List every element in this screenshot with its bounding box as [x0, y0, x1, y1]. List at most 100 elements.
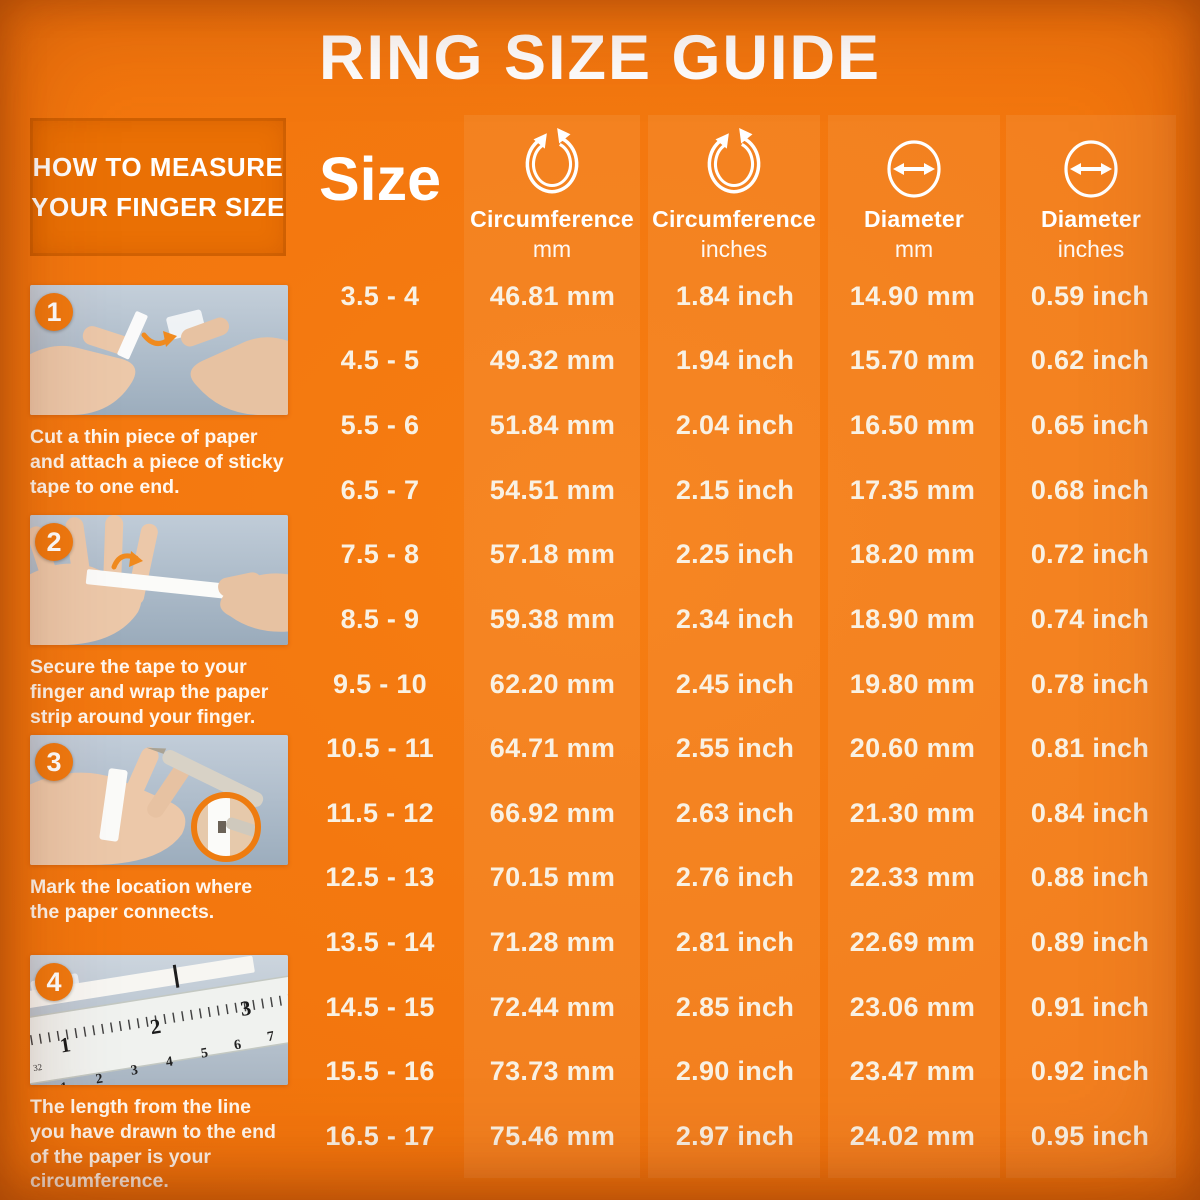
cell-circumference-inches: 2.34 inch	[675, 603, 795, 634]
column-label: Diameter	[863, 206, 965, 232]
cell-diameter-mm: 23.47 mm	[849, 1056, 976, 1087]
page-title: RING SIZE GUIDE	[318, 23, 882, 93]
cell-size: 10.5 - 11	[326, 733, 434, 764]
cell-circumference-inches: 2.04 inch	[675, 410, 795, 441]
header-diameter-inches: Diameter inches	[1006, 118, 1176, 263]
cell-size: 8.5 - 9	[340, 603, 420, 634]
cell-circumference-mm: 71.28 mm	[489, 927, 616, 958]
diameter-icon	[1006, 118, 1176, 202]
column-label: Circumference	[470, 206, 634, 232]
cell-circumference-inches: 2.25 inch	[675, 539, 795, 570]
table-row: 3.5 - 4 46.81 mm 1.84 inch 14.90 mm 0.59…	[300, 264, 1180, 329]
step-1-caption: Cut a thin piece of paper and attach a p…	[30, 426, 284, 498]
svg-text:2: 2	[148, 1014, 162, 1039]
column-unit: inches	[700, 236, 768, 262]
table-row: 10.5 - 11 64.71 mm 2.55 inch 20.60 mm 0.…	[300, 716, 1180, 781]
table-row: 9.5 - 10 62.20 mm 2.45 inch 19.80 mm 0.7…	[300, 652, 1180, 717]
cell-circumference-mm: 73.73 mm	[489, 1056, 616, 1087]
cell-diameter-mm: 22.69 mm	[849, 927, 976, 958]
cell-size: 5.5 - 6	[340, 410, 420, 441]
header-circumference-mm: Circumference mm	[464, 118, 640, 263]
table-row: 4.5 - 5 49.32 mm 1.94 inch 15.70 mm 0.62…	[300, 329, 1180, 394]
step-4-caption: The length from the line you have drawn …	[30, 1096, 276, 1193]
ring-size-table: 3.5 - 4 46.81 mm 1.84 inch 14.90 mm 0.59…	[300, 264, 1180, 1169]
table-row: 13.5 - 14 71.28 mm 2.81 inch 22.69 mm 0.…	[300, 910, 1180, 975]
step-4-photo: 4	[30, 955, 288, 1085]
svg-text:7: 7	[266, 1029, 275, 1045]
cell-circumference-inches: 2.55 inch	[675, 733, 795, 764]
cell-diameter-inches: 0.91 inch	[1030, 991, 1150, 1022]
cell-diameter-inches: 0.92 inch	[1030, 1056, 1150, 1087]
svg-text:6: 6	[233, 1037, 242, 1053]
table-row: 15.5 - 16 73.73 mm 2.90 inch 23.47 mm 0.…	[300, 1040, 1180, 1105]
how-to-measure-heading: HOW TO MEASURE YOUR FINGER SIZE	[30, 118, 286, 256]
step-1-number-badge: 1	[35, 293, 73, 331]
svg-text:1: 1	[58, 1032, 72, 1057]
cell-circumference-inches: 1.94 inch	[675, 345, 795, 376]
cell-diameter-inches: 0.59 inch	[1030, 280, 1150, 311]
table-row: 14.5 - 15 72.44 mm 2.85 inch 23.06 mm 0.…	[300, 975, 1180, 1040]
cell-diameter-mm: 18.20 mm	[849, 539, 976, 570]
circumference-icon	[648, 118, 820, 202]
cell-size: 13.5 - 14	[325, 927, 435, 958]
cell-size: 11.5 - 12	[326, 797, 434, 828]
diameter-icon	[828, 118, 1000, 202]
cell-circumference-mm: 62.20 mm	[489, 668, 616, 699]
step-4: 4	[30, 955, 288, 1194]
table-row: 12.5 - 13 70.15 mm 2.76 inch 22.33 mm 0.…	[300, 846, 1180, 911]
table-row: 8.5 - 9 59.38 mm 2.34 inch 18.90 mm 0.74…	[300, 587, 1180, 652]
cell-circumference-inches: 2.45 inch	[675, 668, 795, 699]
circumference-icon	[464, 118, 640, 202]
step-2-number-badge: 2	[35, 523, 73, 561]
cell-diameter-mm: 24.02 mm	[849, 1120, 976, 1151]
cell-circumference-mm: 54.51 mm	[489, 474, 616, 505]
cell-diameter-mm: 19.80 mm	[849, 668, 976, 699]
step-2-caption: Secure the tape to your finger and wrap …	[30, 656, 269, 728]
cell-circumference-inches: 2.63 inch	[675, 797, 795, 828]
cell-circumference-inches: 2.97 inch	[675, 1120, 795, 1151]
cell-diameter-inches: 0.74 inch	[1030, 603, 1150, 634]
heading-line-2: YOUR FINGER SIZE	[31, 191, 285, 222]
svg-text:3: 3	[130, 1063, 139, 1079]
paper-strip	[99, 768, 128, 842]
column-band-circumference-mm	[464, 115, 640, 1178]
magnifier-detail	[191, 792, 261, 862]
table-row: 5.5 - 6 51.84 mm 2.04 inch 16.50 mm 0.65…	[300, 393, 1180, 458]
cell-diameter-mm: 18.90 mm	[849, 603, 976, 634]
cell-diameter-inches: 0.78 inch	[1030, 668, 1150, 699]
svg-text:5: 5	[200, 1046, 209, 1062]
drawn-mark	[172, 964, 180, 988]
cell-circumference-mm: 57.18 mm	[489, 539, 616, 570]
cell-circumference-mm: 75.46 mm	[489, 1120, 616, 1151]
column-unit: inches	[1057, 236, 1125, 262]
cell-size: 6.5 - 7	[340, 474, 420, 505]
cell-diameter-inches: 0.72 inch	[1030, 539, 1150, 570]
cell-circumference-mm: 72.44 mm	[489, 991, 616, 1022]
svg-text:3: 3	[239, 996, 253, 1021]
paper-strip	[117, 311, 148, 360]
table-row: 16.5 - 17 75.46 mm 2.97 inch 24.02 mm 0.…	[300, 1104, 1180, 1169]
cell-size: 9.5 - 10	[333, 668, 427, 699]
paper-strip	[85, 569, 239, 600]
step-3-number-badge: 3	[35, 743, 73, 781]
cell-diameter-mm: 15.70 mm	[849, 345, 976, 376]
column-band-circumference-inches	[648, 115, 820, 1178]
heading-line-1: HOW TO MEASURE	[32, 151, 284, 182]
svg-text:4: 4	[165, 1054, 174, 1070]
cell-size: 4.5 - 5	[340, 345, 420, 376]
header-circumference-inches: Circumference inches	[648, 118, 820, 263]
table-row: 7.5 - 8 57.18 mm 2.25 inch 18.20 mm 0.72…	[300, 523, 1180, 588]
column-band-diameter-inches	[1006, 115, 1176, 1178]
cell-diameter-inches: 0.89 inch	[1030, 927, 1150, 958]
cell-diameter-mm: 21.30 mm	[849, 797, 976, 828]
cell-diameter-mm: 23.06 mm	[849, 991, 976, 1022]
cell-size: 15.5 - 16	[325, 1056, 435, 1087]
step-4-number-badge: 4	[35, 963, 73, 1001]
cell-circumference-inches: 2.81 inch	[675, 927, 795, 958]
cell-size: 16.5 - 17	[325, 1120, 435, 1151]
cell-size: 3.5 - 4	[340, 280, 420, 311]
cell-diameter-inches: 0.84 inch	[1030, 797, 1150, 828]
cell-diameter-inches: 0.81 inch	[1030, 733, 1150, 764]
cell-circumference-inches: 2.85 inch	[675, 991, 795, 1022]
